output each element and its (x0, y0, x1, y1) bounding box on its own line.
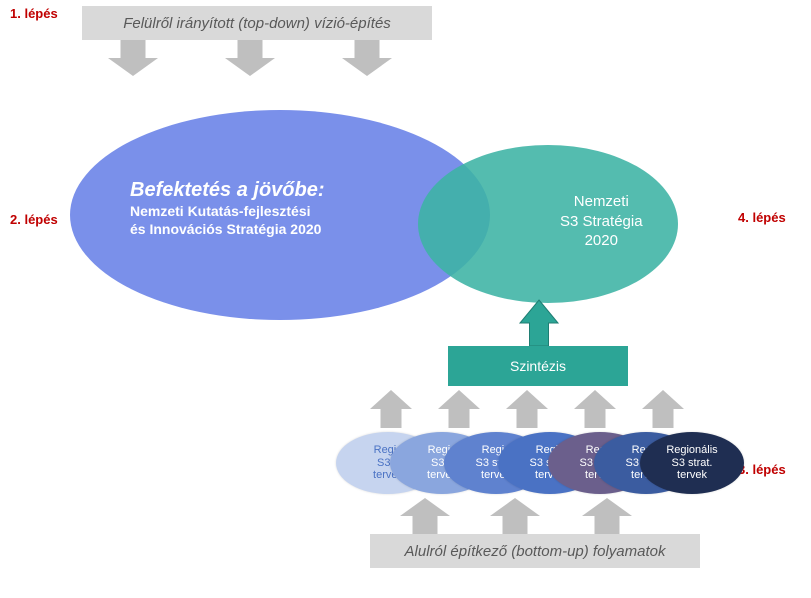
bottom-up-arrows (0, 0, 811, 598)
regional-ellipse: RegionálisS3 strat.tervek (640, 432, 744, 494)
bottom-process-box: Alulról építkező (bottom-up) folyamatok (370, 534, 700, 568)
diagram-stage: 1. lépés 2. lépés 3. lépés 4. lépés Felü… (0, 0, 811, 598)
